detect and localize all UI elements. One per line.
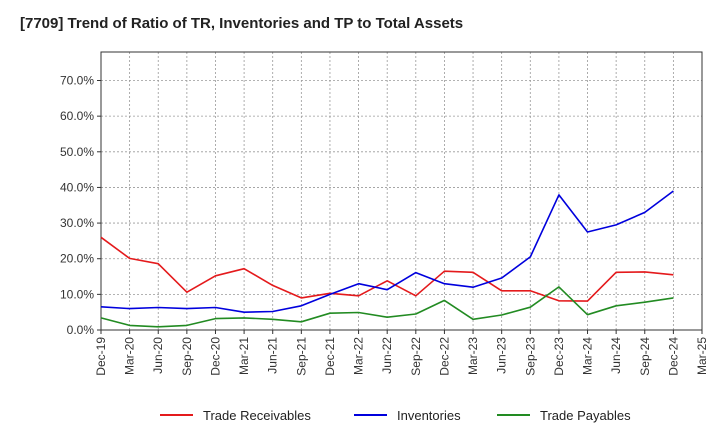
y-axis: 0.0% 10.0% 20.0% 30.0% 40.0% 50.0% 60.0% 70.0% xyxy=(60,74,101,337)
x-axis: Dec-19 Mar-20 Jun-20 Sep-20 Dec-20 Mar-21 Jun-… xyxy=(94,330,709,376)
y-tick-label: 20.0% xyxy=(60,252,94,266)
y-tick-label: 60.0% xyxy=(60,109,94,123)
series-line-inventories xyxy=(100,190,674,314)
y-tick-label: 40.0% xyxy=(60,180,94,194)
x-tick-label: Dec-22 xyxy=(437,337,451,376)
x-tick-label: Mar-24 xyxy=(581,337,595,375)
x-tick-label: Mar-20 xyxy=(123,337,137,375)
x-tick-label: Jun-24 xyxy=(609,337,623,374)
series xyxy=(100,190,674,328)
x-tick-label: Dec-23 xyxy=(552,337,566,376)
x-tick-label: Mar-23 xyxy=(466,337,480,375)
series-line-trade-payables xyxy=(100,286,674,328)
y-tick-label: 30.0% xyxy=(60,216,94,230)
x-tick-label: Sep-21 xyxy=(294,337,308,376)
y-tick-label: 50.0% xyxy=(60,145,94,159)
x-tick-label: Dec-20 xyxy=(208,337,222,376)
y-tick-label: 70.0% xyxy=(60,74,94,88)
x-tick-label: Mar-21 xyxy=(237,337,251,375)
x-tick-label: Sep-22 xyxy=(409,337,423,376)
legend: Trade Receivables Inventories Trade Payabl… xyxy=(160,408,631,423)
y-tick-label: 0.0% xyxy=(67,323,95,337)
x-tick-label: Sep-20 xyxy=(180,337,194,376)
series-line-trade-receivables xyxy=(100,236,674,302)
x-tick-label: Jun-22 xyxy=(380,337,394,374)
y-tick-label: 10.0% xyxy=(60,287,94,301)
chart-title: [7709] Trend of Ratio of TR, Inventories… xyxy=(20,15,464,32)
legend-label: Trade Receivables xyxy=(203,408,311,423)
x-tick-label: Mar-22 xyxy=(352,337,366,375)
x-tick-label: Mar-25 xyxy=(695,337,709,375)
x-tick-label: Dec-21 xyxy=(323,337,337,376)
legend-label: Inventories xyxy=(397,408,461,423)
x-tick-label: Jun-20 xyxy=(151,337,165,374)
x-tick-label: Jun-23 xyxy=(495,337,509,374)
x-tick-label: Sep-23 xyxy=(523,337,537,376)
x-tick-label: Dec-24 xyxy=(666,337,680,376)
grid xyxy=(101,52,702,330)
x-tick-label: Sep-24 xyxy=(638,337,652,376)
x-tick-label: Dec-19 xyxy=(94,337,108,376)
x-tick-label: Jun-21 xyxy=(266,337,280,374)
legend-label: Trade Payables xyxy=(540,408,631,423)
plot-area xyxy=(100,51,703,331)
